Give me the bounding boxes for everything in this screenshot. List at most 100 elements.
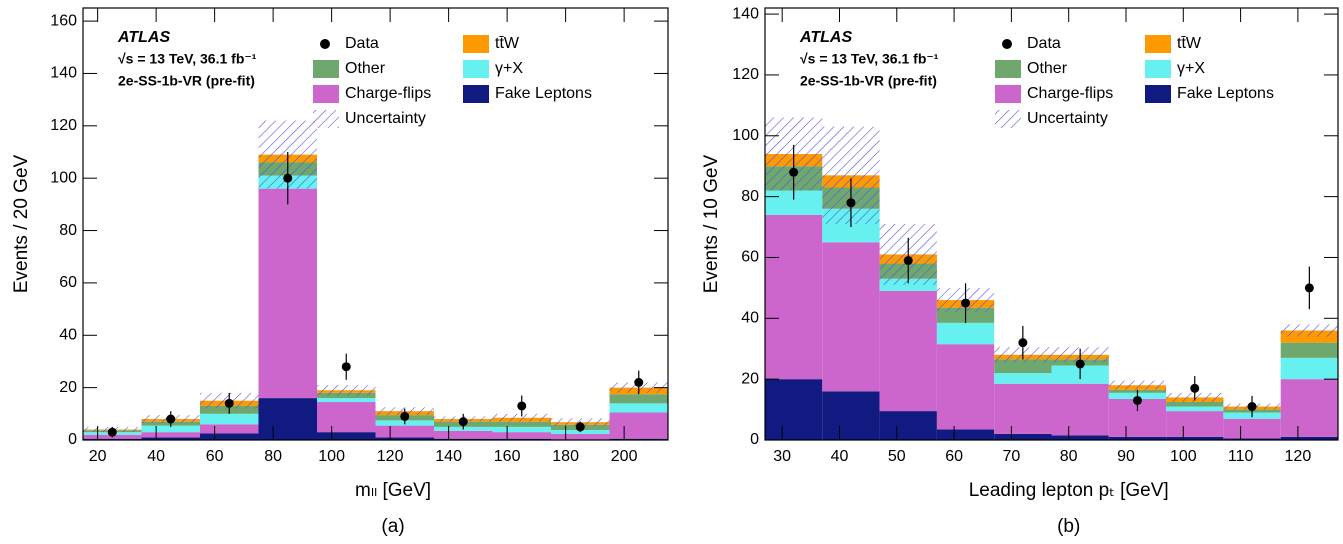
bar-segment [765, 379, 823, 440]
bar-segment [492, 432, 551, 439]
x-axis-label: Leading lepton pₜ [GeV] [969, 480, 1169, 501]
data-point [961, 298, 971, 308]
bar-segment [994, 359, 1052, 374]
annotation: ATLAS [799, 29, 852, 46]
x-tick-label: 200 [611, 448, 638, 465]
y-tick-label: 60 [741, 249, 759, 266]
x-tick-label: 80 [264, 448, 282, 465]
y-tick-label: 140 [732, 5, 759, 22]
bar-segment [609, 412, 668, 439]
data-point [166, 414, 176, 424]
data-point [634, 377, 644, 387]
y-axis-label: Events / 20 GeV [11, 154, 32, 293]
bar-segment [375, 425, 434, 438]
data-point [903, 256, 913, 266]
bar-segment [492, 438, 551, 440]
uncertainty-band [492, 413, 551, 422]
data-point [1132, 395, 1142, 405]
x-tick-label: 60 [206, 448, 224, 465]
legend-swatch [995, 85, 1021, 103]
data-point [1018, 338, 1028, 348]
legend-label: Uncertainty [1027, 110, 1108, 127]
legend-label: Fake Leptons [495, 85, 592, 102]
plot-frame [764, 7, 1339, 441]
legend-swatch [995, 110, 1021, 128]
bar-segment [936, 344, 995, 430]
bar-segment [609, 394, 668, 404]
x-tick-label: 110 [1228, 448, 1254, 465]
legend-swatch [1145, 35, 1171, 53]
annotation: 2e-SS-1b-VR (pre-fit) [800, 73, 937, 89]
bar-segment [994, 373, 1052, 384]
data-point [1247, 402, 1257, 412]
y-tick-label: 160 [50, 12, 77, 29]
y-tick-label: 0 [68, 431, 77, 448]
bar-segment [141, 437, 200, 440]
bar-segment [1280, 342, 1338, 358]
data-point [1075, 359, 1085, 369]
legend-label: tt̄W [495, 35, 520, 52]
bar-segment [434, 430, 493, 439]
x-tick-label: 160 [494, 448, 521, 465]
legend-swatch [313, 60, 339, 78]
bar-segment [200, 433, 259, 440]
y-tick-label: 40 [741, 310, 759, 327]
uncertainty-band [1280, 324, 1338, 337]
bar-segment [551, 433, 610, 440]
annotation: 2e-SS-1b-VR (pre-fit) [118, 73, 255, 89]
y-tick-label: 100 [732, 127, 759, 144]
y-tick-label: 120 [732, 66, 759, 83]
uncertainty-band [317, 385, 376, 396]
x-tick-label: 120 [377, 448, 404, 465]
x-axis-label: mₗₗ [GeV] [355, 480, 431, 501]
legend-label: Charge-flips [1027, 85, 1113, 102]
legend-swatch [313, 85, 339, 103]
bar-segment [258, 398, 317, 440]
legend-label: Data [345, 35, 379, 52]
annotation: √s = 13 TeV, 36.1 fb⁻¹ [118, 51, 257, 67]
bar-segment [822, 391, 880, 440]
bar-segment [317, 402, 376, 433]
bar-segment [258, 188, 317, 399]
x-tick-label: 40 [831, 448, 849, 465]
y-tick-label: 20 [741, 370, 759, 387]
data-point [575, 422, 585, 432]
bar-segment [317, 432, 376, 440]
legend-label: Charge-flips [345, 85, 431, 102]
data-point [517, 401, 527, 411]
bar-segment [375, 437, 434, 440]
bar-segment [609, 403, 668, 413]
x-tick-label: 20 [89, 448, 107, 465]
panel: 0 20 40 60 80 100 120 140 160 20 40 60 80 100 120 140 16… [11, 7, 669, 537]
data-point [1190, 383, 1200, 393]
bar-segment [1166, 401, 1224, 407]
bar-segment [200, 424, 259, 434]
y-tick-label: 20 [59, 379, 77, 396]
data-point [341, 362, 351, 372]
legend-label: tt̄W [1177, 35, 1202, 52]
legend-marker [320, 39, 330, 49]
bar-segment [83, 438, 142, 440]
bar-segment [994, 383, 1052, 434]
bar-segment [822, 242, 880, 392]
bar-segment [141, 425, 200, 433]
annotation: ATLAS [117, 29, 170, 46]
legend-label: Other [1027, 60, 1068, 77]
bar-segment [1108, 436, 1167, 440]
uncertainty-band [1108, 380, 1167, 390]
x-tick-label: 140 [435, 448, 462, 465]
bar-segment [492, 426, 551, 433]
x-tick-label: 120 [1285, 448, 1312, 465]
y-tick-label: 120 [50, 117, 77, 134]
x-tick-label: 100 [318, 448, 345, 465]
panel-caption: (b) [1057, 516, 1080, 537]
bar-segment [1280, 379, 1338, 437]
x-tick-label: 180 [552, 448, 579, 465]
legend-label: Other [345, 60, 386, 77]
bar-segment [1051, 383, 1109, 436]
legend-swatch [313, 110, 339, 128]
bar-segment [141, 432, 200, 438]
y-tick-label: 60 [59, 274, 77, 291]
legend-swatch [463, 85, 489, 103]
data-point [224, 398, 234, 408]
